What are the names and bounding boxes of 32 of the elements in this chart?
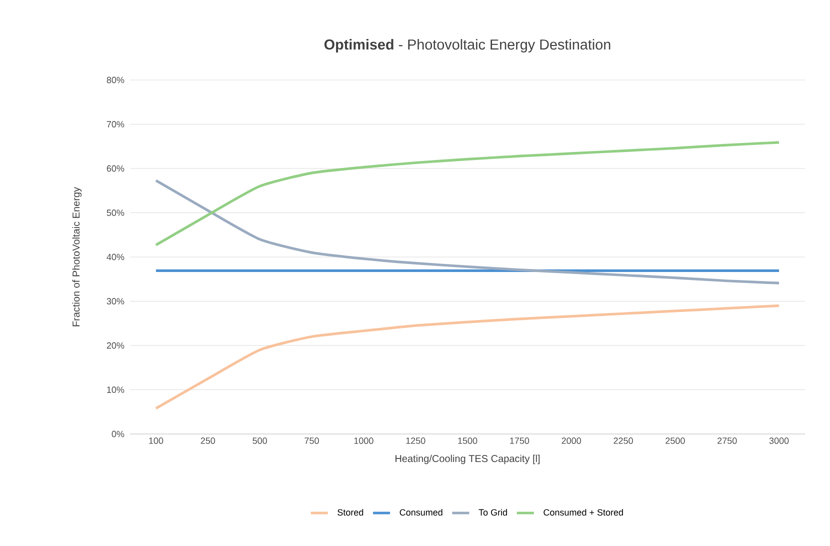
legend-label: Consumed bbox=[400, 508, 442, 516]
x-tick-label: 250 bbox=[200, 438, 216, 444]
line-series bbox=[154, 304, 780, 410]
x-tick-label: 3000 bbox=[769, 438, 789, 444]
line-series bbox=[154, 179, 780, 284]
legend-label: Consumed + Stored bbox=[544, 508, 623, 516]
y-tick-label: 20% bbox=[106, 342, 124, 349]
legend-label: To Grid bbox=[478, 508, 507, 516]
legend-label: Stored bbox=[338, 508, 364, 516]
y-tick-label: 70% bbox=[106, 121, 124, 128]
x-tick-label: 750 bbox=[304, 438, 319, 444]
y-tick-label: 0% bbox=[112, 430, 124, 438]
x-tick-label: 2000 bbox=[562, 438, 582, 444]
y-tick-label: 50% bbox=[106, 210, 124, 216]
line-series bbox=[154, 141, 780, 246]
x-axis-title: Heating/Cooling TES Capacity [l] bbox=[396, 454, 540, 464]
y-tick-label: 60% bbox=[106, 165, 124, 172]
x-tick-label: 500 bbox=[252, 438, 267, 444]
x-tick-label: 1250 bbox=[406, 438, 426, 444]
x-tick-label: 2500 bbox=[666, 438, 685, 444]
y-tick-label: 10% bbox=[107, 386, 124, 393]
x-tick-label: 2750 bbox=[718, 438, 737, 444]
x-tick-label: 2250 bbox=[614, 438, 633, 444]
x-tick-label: 1000 bbox=[354, 438, 374, 444]
y-tick-label: 40% bbox=[106, 254, 124, 260]
y-tick-label: 80% bbox=[106, 76, 124, 84]
x-tick-label: 100 bbox=[149, 438, 164, 444]
x-tick-label: 1750 bbox=[510, 438, 530, 444]
x-tick-label: 1500 bbox=[458, 438, 478, 444]
chart-title: Optimised - Photovoltaic Energy Destination bbox=[324, 39, 610, 52]
y-axis-title: Fraction of PhotoVoltaic Energy bbox=[72, 186, 82, 326]
y-tick-label: 30% bbox=[106, 298, 124, 304]
